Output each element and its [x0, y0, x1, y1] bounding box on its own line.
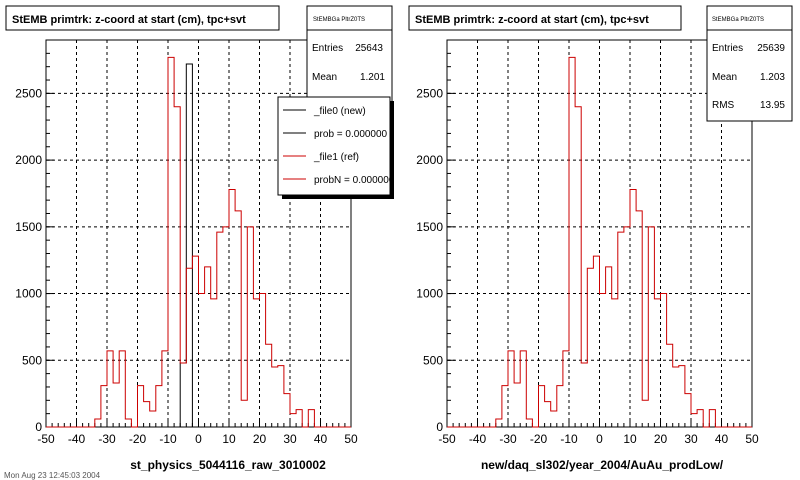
y-tick-label: 1500 [15, 220, 42, 234]
y-tick-label: 500 [423, 353, 443, 367]
x-tick-label: 40 [314, 432, 328, 446]
x-tick-label: -20 [129, 432, 147, 446]
x-tick-label: -40 [469, 432, 487, 446]
left-chart-title: StEMB primtrk: z-coord at start (cm), tp… [12, 14, 246, 26]
x-tick-label: -50 [438, 432, 456, 446]
legend-label-prob: prob = 0.000000 [314, 129, 388, 140]
right-stats-entries-value: 25639 [757, 43, 785, 54]
x-tick-label: 20 [654, 432, 668, 446]
footer-timestamp: Mon Aug 23 12:45:03 2004 [4, 471, 101, 480]
x-tick-label: -40 [68, 432, 86, 446]
x-tick-label: 30 [283, 432, 297, 446]
x-tick-label: 50 [344, 432, 358, 446]
y-tick-label: 1000 [416, 287, 443, 301]
left-stats-entries-value: 25643 [355, 43, 383, 54]
x-tick-label: 20 [253, 432, 267, 446]
y-tick-label: 0 [436, 420, 443, 434]
right-stats-rms-value: 13.95 [760, 100, 785, 111]
right-axes: -50 -40 -30 -20 -10 0 10 20 30 40 5005001000150020… [416, 39, 759, 446]
x-tick-label: 10 [623, 432, 637, 446]
x-tick-label: 30 [684, 432, 698, 446]
y-tick-label: 500 [22, 353, 42, 367]
x-tick-label: -10 [159, 432, 177, 446]
y-tick-label: 2500 [15, 86, 42, 100]
right-panel: -50 -40 -30 -20 -10 0 10 20 30 40 5005001000150020… [408, 5, 793, 472]
y-tick-label: 2000 [416, 153, 443, 167]
right-stats-header: StEMBGa PltrZ0TS [712, 17, 764, 23]
right-chart-title: StEMB primtrk: z-coord at start (cm), tp… [415, 14, 649, 26]
x-tick-label: 50 [745, 432, 759, 446]
series--file0-new--line [46, 63, 351, 428]
left-stats-entries-label: Entries [312, 43, 343, 54]
left-x-axis-label: st_physics_5044116_raw_3010002 [130, 458, 326, 472]
legend-label-file0: _file0 (new) [313, 106, 366, 117]
right-stats-mean-label: Mean [712, 72, 737, 83]
series--file1-ref--line [447, 56, 752, 428]
y-tick-label: 0 [35, 420, 42, 434]
y-tick-label: 1000 [15, 287, 42, 301]
left-stats-mean-value: 1.201 [360, 72, 385, 83]
left-panel: -50 -40 -30 -20 -10 0 10 20 30 40 5005001000150020… [4, 5, 395, 480]
left-title-box [5, 5, 280, 31]
right-stats-entries-label: Entries [712, 43, 743, 54]
left-stats-header: StEMBGa PltrZ0TS [313, 17, 365, 23]
x-tick-label: -30 [499, 432, 517, 446]
x-tick-label: 40 [715, 432, 729, 446]
right-title-box [408, 5, 682, 31]
right-stats-rms-label: RMS [712, 100, 735, 111]
right-series [447, 56, 752, 428]
right-stats-box [706, 5, 793, 122]
left-axes: -50 -40 -30 -20 -10 0 10 20 30 40 5005001000150020… [15, 39, 358, 446]
y-tick-label: 1500 [416, 220, 443, 234]
x-tick-label: -50 [37, 432, 55, 446]
x-tick-label: 0 [195, 432, 202, 446]
legend-label-probn: probN = 0.000000 [314, 175, 395, 186]
legend: _file0 (new) prob = 0.000000 _file1 (ref… [277, 96, 395, 199]
x-tick-label: -30 [98, 432, 116, 446]
series--file1-ref--line [46, 56, 351, 428]
x-tick-label: -10 [560, 432, 578, 446]
left-stats-mean-label: Mean [312, 72, 337, 83]
left-series [46, 56, 351, 428]
x-tick-label: 0 [596, 432, 603, 446]
x-tick-label: 10 [222, 432, 236, 446]
right-x-axis-label: new/daq_sl302/year_2004/AuAu_prodLow/ [481, 458, 724, 472]
right-stats-mean-value: 1.203 [760, 72, 785, 83]
x-tick-label: -20 [530, 432, 548, 446]
y-tick-label: 2000 [15, 153, 42, 167]
legend-label-file1: _file1 (ref) [313, 152, 359, 163]
y-tick-label: 2500 [416, 86, 443, 100]
